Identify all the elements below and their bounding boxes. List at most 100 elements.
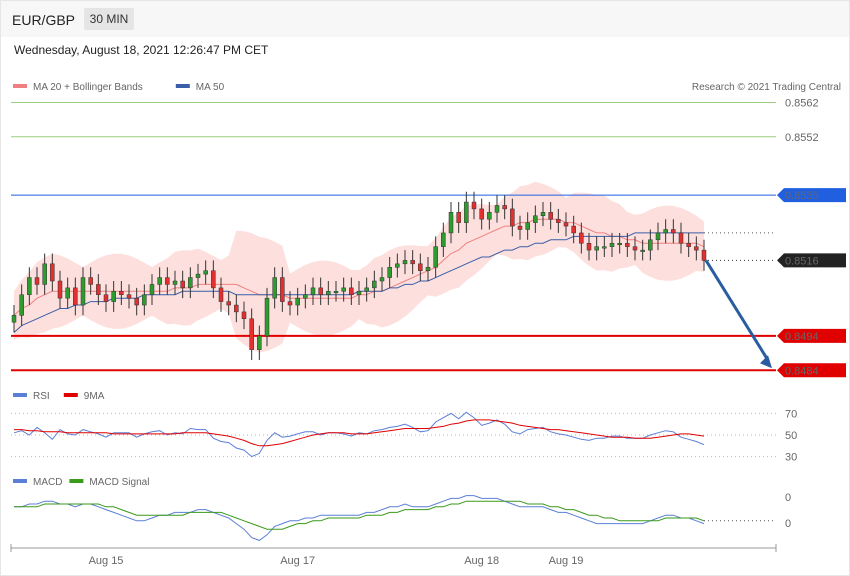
candle-body (586, 242, 592, 251)
candle-body (218, 287, 224, 302)
candle-body (172, 280, 178, 285)
candle-body (525, 222, 530, 230)
legend-label: 9MA (84, 391, 105, 402)
candle-body (349, 287, 354, 295)
legend-label: MA 20 + Bollinger Bands (33, 82, 143, 93)
legend-swatch (175, 84, 190, 88)
candle-body (226, 301, 231, 306)
candle-body (341, 287, 346, 292)
candle-body (65, 287, 70, 299)
candle-body (456, 212, 461, 223)
rsi-ma9-line (14, 419, 705, 447)
level-label: 0.8562 (785, 97, 819, 109)
timeframe-button[interactable]: 30 MIN (84, 8, 134, 30)
candle-body (556, 218, 561, 223)
level-label: 0.8516 (785, 255, 819, 267)
candle-body (326, 291, 331, 295)
currency-pair: EUR/GBP (12, 12, 76, 28)
candle-body (372, 280, 377, 289)
candle-body (195, 273, 201, 278)
candle-body (149, 284, 155, 295)
price-panel: MA 20 + Bollinger Bands MA 50 Research © 2… (11, 82, 846, 378)
candle-body (479, 208, 484, 220)
candle-body (50, 263, 55, 282)
candle-body (27, 277, 32, 295)
level-label: 0.8484 (785, 365, 819, 377)
candle-body (441, 232, 446, 247)
legend-swatch (13, 479, 27, 483)
level-tag (777, 363, 846, 378)
candle-body (111, 291, 116, 302)
legend-swatch (69, 479, 84, 483)
candle-body (387, 267, 392, 278)
candle-body (295, 297, 300, 306)
candle-body (448, 212, 454, 234)
header-bar: EUR/GBP 30 MIN (1, 1, 849, 37)
projection-arrow (704, 259, 770, 362)
candle-body (272, 277, 277, 299)
candle-body (126, 294, 132, 299)
candle-body (34, 277, 40, 285)
candle-body (119, 291, 124, 295)
candle-body (425, 267, 431, 271)
candle-body (188, 277, 193, 289)
candle-body (103, 294, 109, 302)
candle-body (19, 294, 24, 316)
candle-body (602, 246, 607, 249)
candle-body (379, 277, 385, 282)
candle-body (502, 205, 507, 210)
x-tick-label: Aug 18 (464, 555, 499, 567)
candle-body (234, 304, 239, 313)
candle-body (42, 263, 47, 285)
level-label: 0.8535 (785, 190, 819, 202)
candle-body (333, 291, 339, 294)
candle-body (540, 212, 546, 217)
x-tick-label: Aug 19 (549, 555, 584, 567)
candle-body (640, 249, 645, 252)
level-tag (777, 328, 846, 343)
candle-body (533, 215, 538, 223)
candle-body (433, 246, 438, 268)
legend-label: MACD Signal (89, 477, 149, 488)
candle-body (80, 277, 86, 306)
rsi-tick-label: 50 (785, 430, 797, 442)
candle-body (686, 242, 691, 247)
candle-body (671, 229, 676, 234)
candle-body (142, 294, 147, 306)
candle-body (310, 287, 316, 295)
x-tick-label: Aug 17 (280, 555, 315, 567)
candle-body (73, 287, 78, 306)
candle-body (287, 301, 293, 306)
candle-body (571, 225, 576, 234)
rsi-tick-label: 70 (785, 408, 797, 420)
candle-body (694, 246, 699, 251)
candle-body (303, 294, 308, 299)
level-label: 0.8494 (785, 331, 819, 343)
candle-body (609, 242, 615, 247)
candle-body (11, 315, 17, 323)
candle-body (356, 291, 362, 295)
legend-label: MA 50 (196, 82, 225, 93)
macd-line (14, 495, 705, 541)
candle-body (701, 249, 707, 261)
candle-body (211, 270, 216, 289)
candle-body (157, 277, 162, 285)
macd-tick-label: 0 (785, 492, 791, 504)
time-axis: Aug 15 Aug 17 Aug 18 Aug 19 (10, 544, 777, 567)
level-label: 0.8552 (785, 132, 819, 144)
candle-body (57, 280, 63, 299)
level-tag (777, 188, 846, 203)
candle-body (88, 277, 93, 285)
candle-body (318, 287, 323, 295)
candle-body (364, 287, 369, 292)
candle-body (402, 260, 408, 265)
projection-arrowhead (760, 355, 772, 369)
bollinger-band (14, 181, 704, 353)
candle-body (632, 246, 638, 251)
candle-body (663, 229, 668, 234)
candle-body (517, 225, 523, 230)
candle-body (410, 260, 415, 265)
candle-body (617, 242, 622, 245)
candle-body (134, 297, 139, 306)
